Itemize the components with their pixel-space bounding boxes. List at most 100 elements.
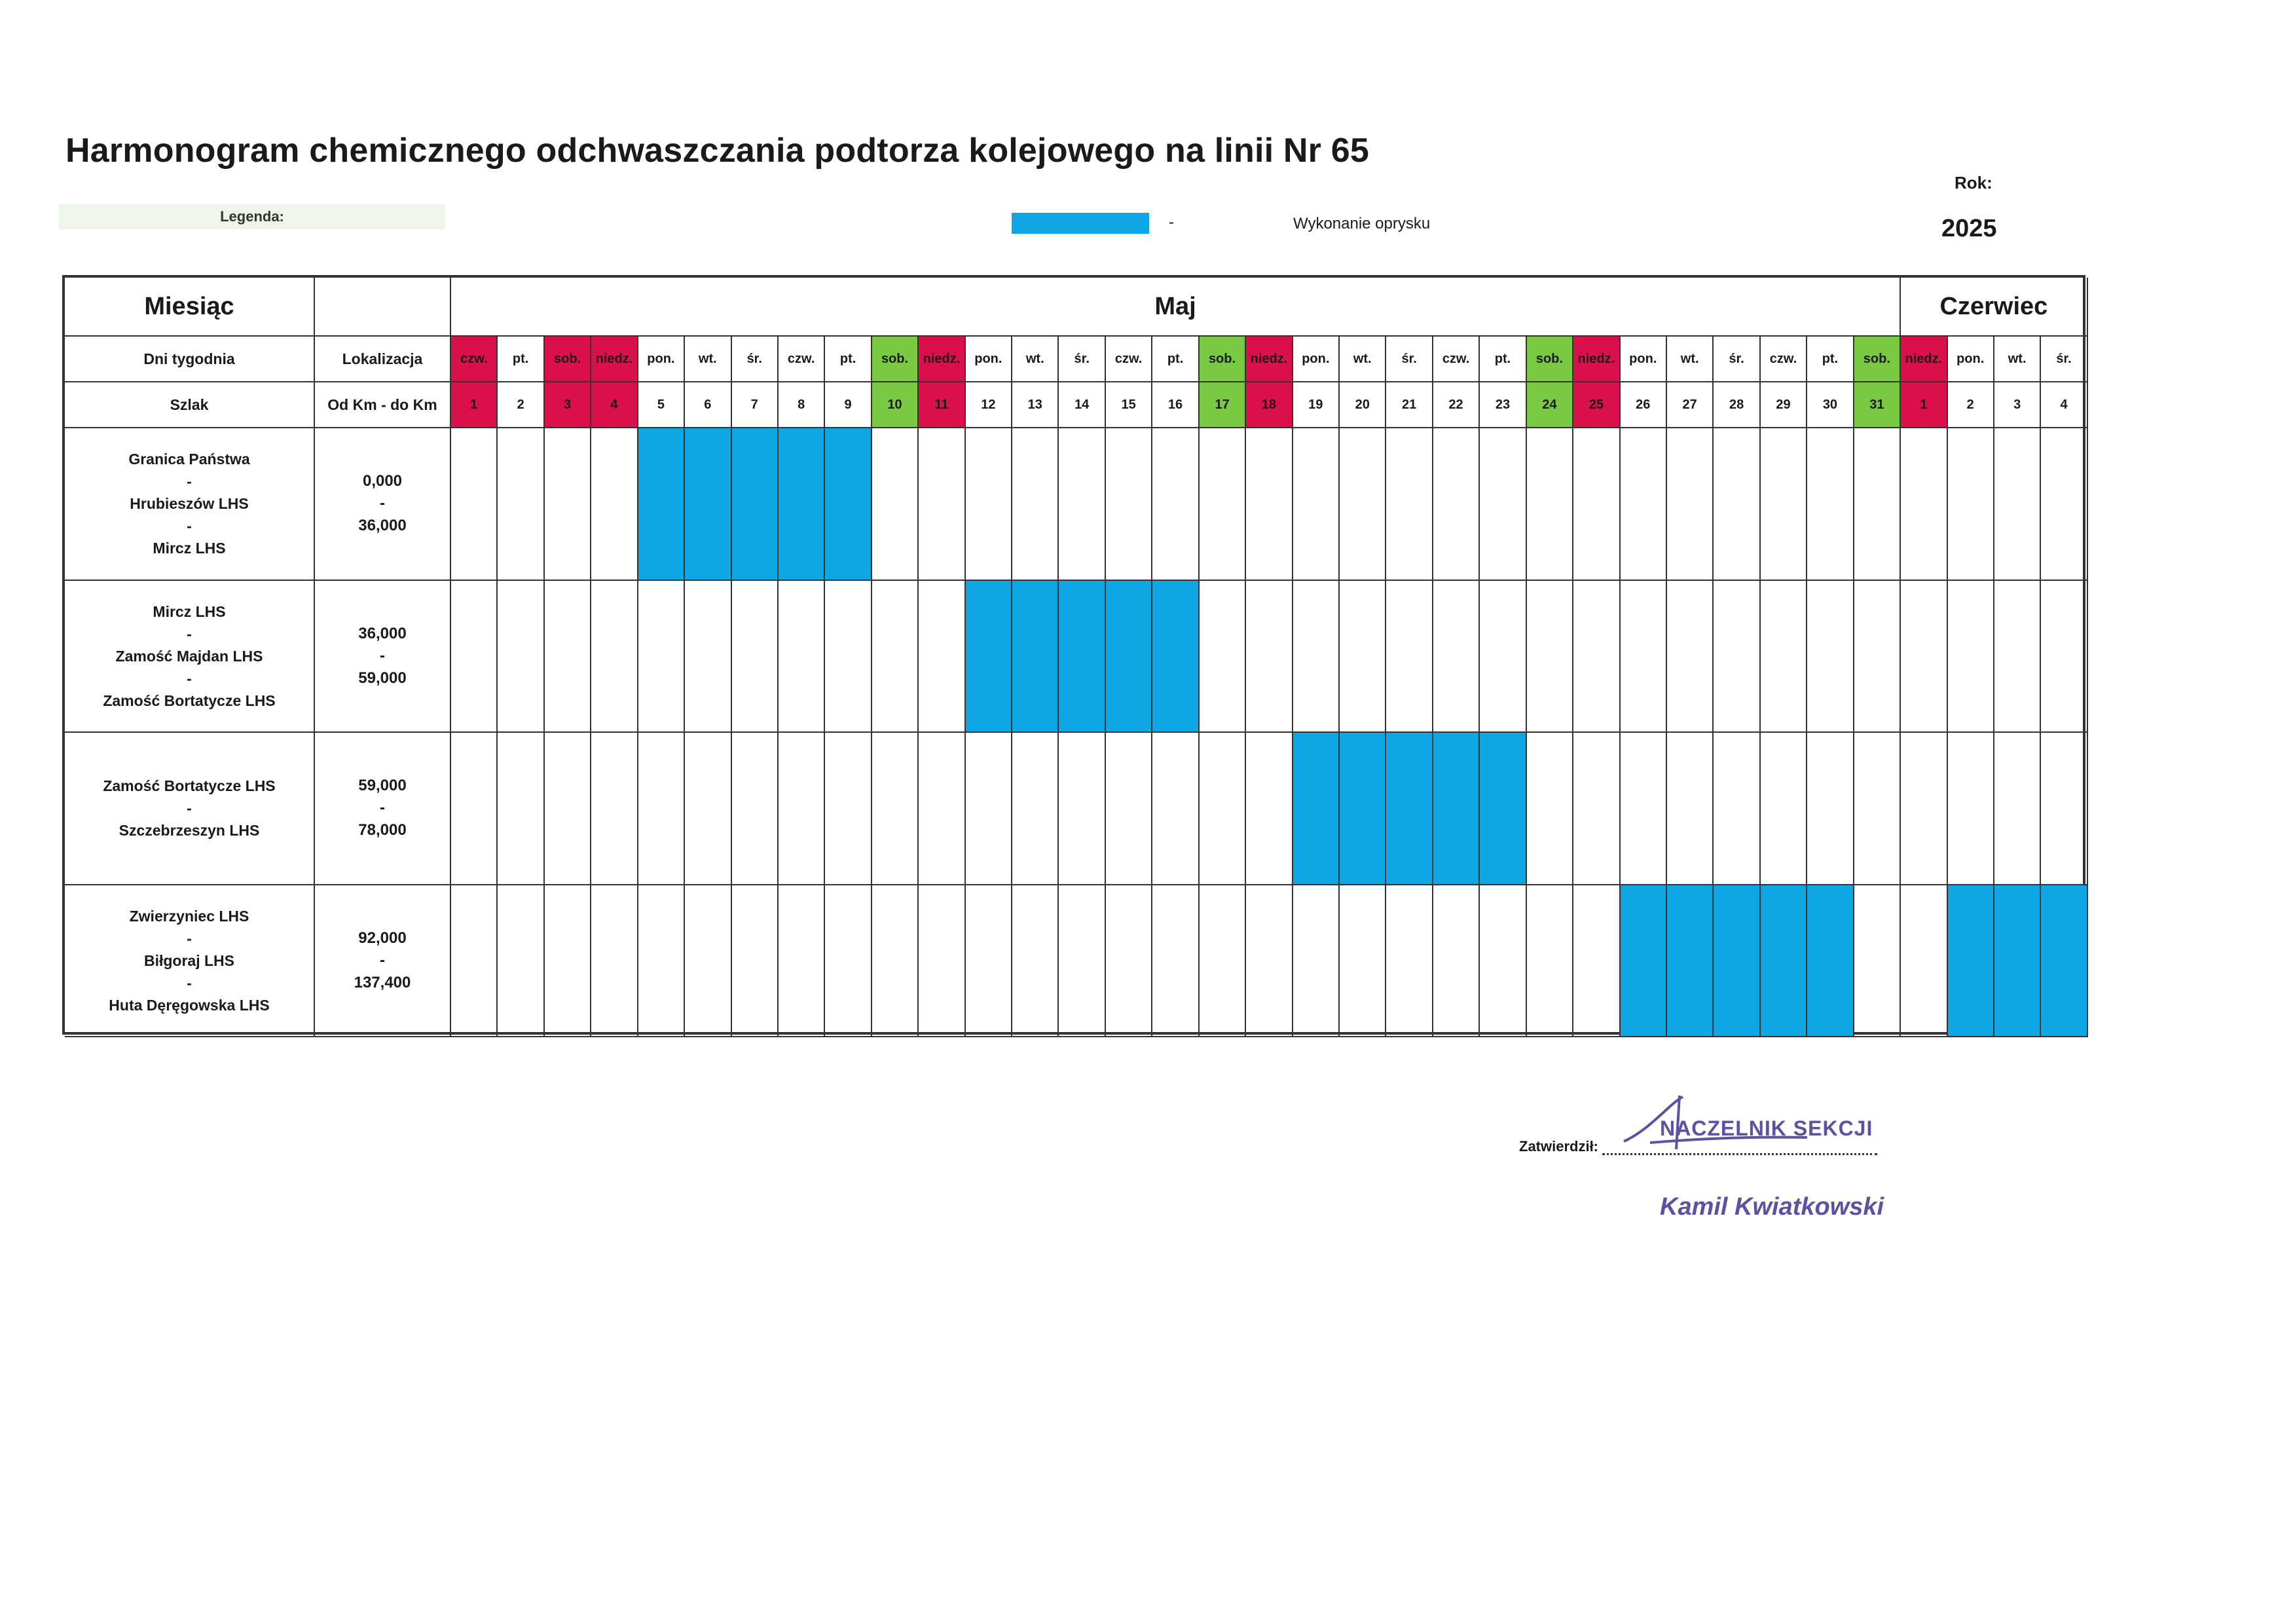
day-name: śr. (1059, 337, 1106, 382)
schedule-cell (451, 580, 498, 733)
day-name: niedz. (1573, 337, 1621, 382)
schedule-cell (1199, 580, 1247, 733)
day-name: wt. (685, 337, 732, 382)
schedule-cell (872, 428, 919, 581)
schedule-cell (498, 733, 545, 885)
route-line: Granica Państwa (128, 451, 250, 468)
km-line: 78,000 (358, 821, 407, 840)
route-line: Zamość Bortatycze LHS (103, 692, 276, 709)
schedule-cell (685, 580, 732, 733)
spray-cell (685, 428, 732, 581)
schedule-cell (1105, 428, 1153, 581)
km-line: - (380, 951, 385, 969)
schedule-cell (498, 885, 545, 1037)
route-line: - (187, 625, 192, 642)
header-miesiac: Miesiąc (65, 278, 315, 337)
schedule-cell (1620, 733, 1667, 885)
schedule-cell (591, 733, 638, 885)
day-number: 2 (1947, 382, 1994, 428)
spray-cell (1012, 580, 1059, 733)
schedule-cell (1246, 885, 1293, 1037)
day-name: pt. (1480, 337, 1527, 382)
day-name: śr. (1386, 337, 1433, 382)
day-name: sob. (872, 337, 919, 382)
day-name: pon. (965, 337, 1013, 382)
schedule-cell (1386, 428, 1433, 581)
schedule-cell (1620, 428, 1667, 581)
route-line: Zwierzyniec LHS (129, 907, 249, 925)
spray-cell (1293, 733, 1340, 885)
schedule-cell (1901, 733, 1948, 885)
schedule-cell (1760, 428, 1808, 581)
schedule-cell (1246, 428, 1293, 581)
schedule-cell (591, 428, 638, 581)
day-name: wt. (1012, 337, 1059, 382)
schedule-cell (1901, 428, 1948, 581)
schedule-cell (1620, 580, 1667, 733)
schedule-cell (1059, 885, 1106, 1037)
schedule-cell (1059, 733, 1106, 885)
legend-text: Wykonanie oprysku (1293, 215, 1431, 232)
km-line: 92,000 (358, 929, 407, 947)
schedule-cell (1246, 580, 1293, 733)
day-name: wt. (1340, 337, 1387, 382)
route-line: - (187, 669, 192, 687)
signature-scribble (1623, 1095, 1808, 1150)
route-line: Hrubieszów LHS (130, 495, 249, 513)
day-number: 2 (498, 382, 545, 428)
schedule-cell (591, 580, 638, 733)
km-cell: 36,000 - 59,000 (315, 580, 451, 733)
schedule-cell (1246, 733, 1293, 885)
day-number: 1 (451, 382, 498, 428)
day-name: pt. (1807, 337, 1854, 382)
schedule-cell (1480, 580, 1527, 733)
day-number: 21 (1386, 382, 1433, 428)
day-number: 4 (591, 382, 638, 428)
day-name: sob. (1854, 337, 1901, 382)
day-number: 19 (1293, 382, 1340, 428)
day-number: 16 (1152, 382, 1200, 428)
day-name: niedz. (591, 337, 638, 382)
schedule-cell (451, 733, 498, 885)
schedule-cell (1994, 733, 2042, 885)
km-cell: 59,000 - 78,000 (315, 733, 451, 885)
route-cell: Granica Państwa - Hrubieszów LHS - Mircz LHS (65, 428, 315, 581)
schedule-cell (1854, 885, 1901, 1037)
schedule-cell (965, 733, 1013, 885)
km-line: 59,000 (358, 777, 407, 795)
schedule-cell (451, 428, 498, 581)
header-lokalizacja: Lokalizacja (315, 337, 451, 382)
day-name: niedz. (919, 337, 966, 382)
spray-cell (1340, 733, 1387, 885)
day-name: czw. (451, 337, 498, 382)
month-1: Maj (451, 278, 1901, 337)
stamp-name: Kamil Kwiatkowski (1660, 1193, 1884, 1221)
schedule-cell (1012, 428, 1059, 581)
km-line: 137,400 (354, 973, 411, 991)
approval-line: Zatwierdził: (1519, 1138, 1878, 1155)
schedule-cell (1433, 885, 1480, 1037)
schedule-cell (451, 885, 498, 1037)
day-number: 7 (731, 382, 779, 428)
schedule-cell (1807, 733, 1854, 885)
schedule-cell (965, 428, 1013, 581)
schedule-cell (1854, 733, 1901, 885)
day-name: niedz. (1246, 337, 1293, 382)
schedule-cell (638, 885, 686, 1037)
year-label: Rok: (1955, 173, 1992, 193)
schedule-cell (872, 733, 919, 885)
spray-cell (2041, 885, 2088, 1037)
spray-cell (778, 428, 826, 581)
route-line: Mircz LHS (153, 602, 226, 620)
day-name: wt. (1666, 337, 1714, 382)
schedule-cell (2041, 580, 2088, 733)
day-name: śr. (1714, 337, 1761, 382)
day-number: 23 (1480, 382, 1527, 428)
schedule-cell (778, 580, 826, 733)
schedule-cell (1152, 733, 1200, 885)
day-name: śr. (731, 337, 779, 382)
schedule-table: Miesiąc Dni tygodnia Lokalizacja Szlak O… (62, 275, 2088, 1037)
day-number: 18 (1246, 382, 1293, 428)
day-name: pon. (1293, 337, 1340, 382)
schedule-cell (1760, 580, 1808, 733)
